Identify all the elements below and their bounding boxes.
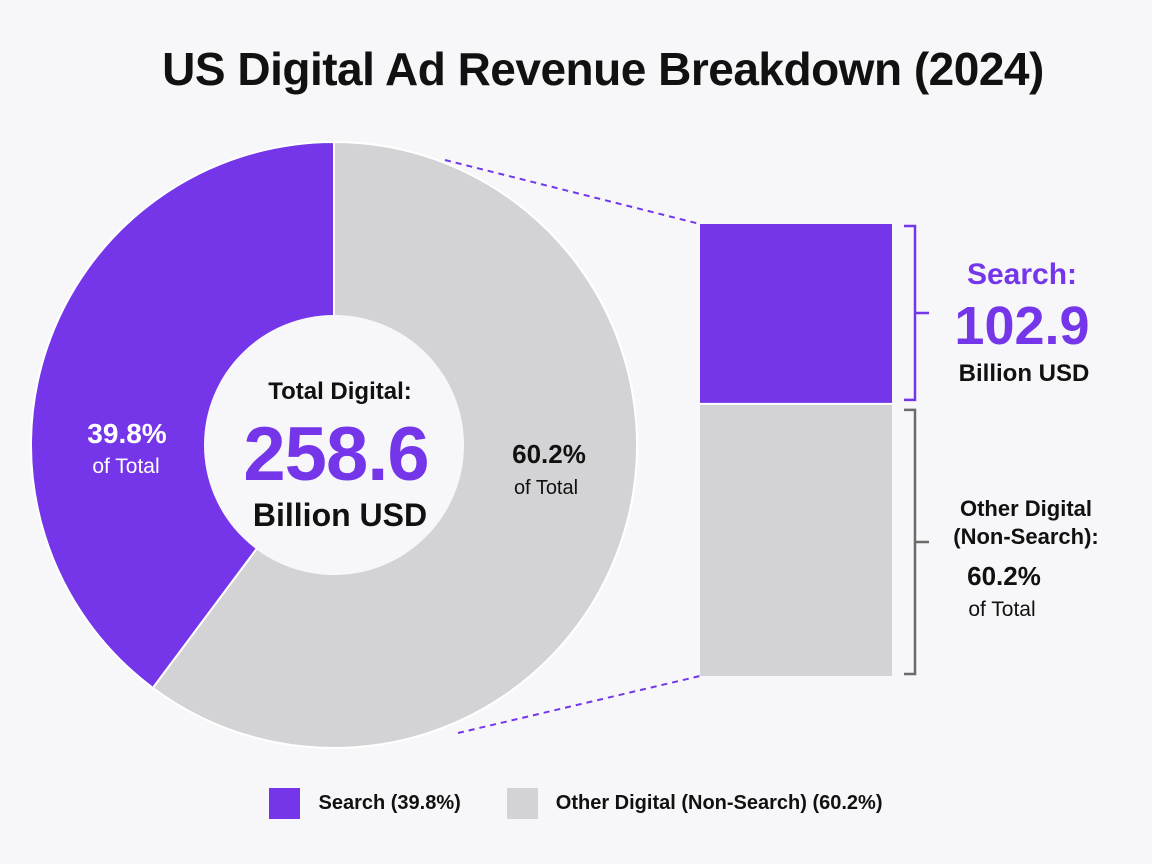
- breakout-other-title-line1: Other Digital: [960, 496, 1092, 521]
- bracket-search: [904, 224, 929, 402]
- breakout-segment-other-digital: [700, 403, 892, 676]
- pie-slice-search: [30, 140, 335, 690]
- breakout-search-unit: Billion USD: [959, 360, 1090, 387]
- bracket-other-digital: [904, 408, 929, 676]
- legend-item-other-digital: Other Digital (Non-Search) (60.2%): [506, 788, 883, 819]
- connector-bottom: [457, 675, 701, 734]
- center-total-label: Total Digital:: [268, 378, 412, 405]
- breakout-segment-search: [700, 224, 892, 404]
- breakout-search-value: 102.9: [954, 296, 1089, 356]
- slice-label-other-pct: 60.2%: [512, 439, 586, 469]
- slice-label-search-sub: of Total: [92, 455, 159, 478]
- breakout-other-value: 60.2%: [967, 561, 1041, 591]
- slice-label-other-sub: of Total: [514, 477, 578, 499]
- legend-item-search: Search (39.8%): [269, 788, 461, 819]
- breakout-bar: [700, 224, 929, 676]
- breakout-search-title: Search:: [967, 258, 1077, 291]
- breakout-connectors: [444, 159, 701, 734]
- legend-swatch-search: [269, 788, 301, 819]
- legend-swatch-other-digital: [506, 788, 538, 819]
- breakout-other-title-line2: (Non-Search):: [953, 524, 1098, 549]
- center-total-value: 258.6: [243, 412, 428, 497]
- donut-hole: [204, 315, 464, 575]
- slice-label-search-pct: 39.8%: [87, 418, 166, 449]
- center-total-unit: Billion USD: [253, 497, 427, 533]
- donut-chart: [30, 140, 638, 749]
- legend: Search (39.8%) Other Digital (Non-Search…: [0, 788, 1152, 819]
- legend-label-other-digital: Other Digital (Non-Search) (60.2%): [555, 792, 883, 814]
- legend-label-search: Search (39.8%): [318, 792, 461, 814]
- breakout-other-unit: of Total: [968, 598, 1035, 621]
- chart-title: US Digital Ad Revenue Breakdown (2024): [162, 43, 1044, 95]
